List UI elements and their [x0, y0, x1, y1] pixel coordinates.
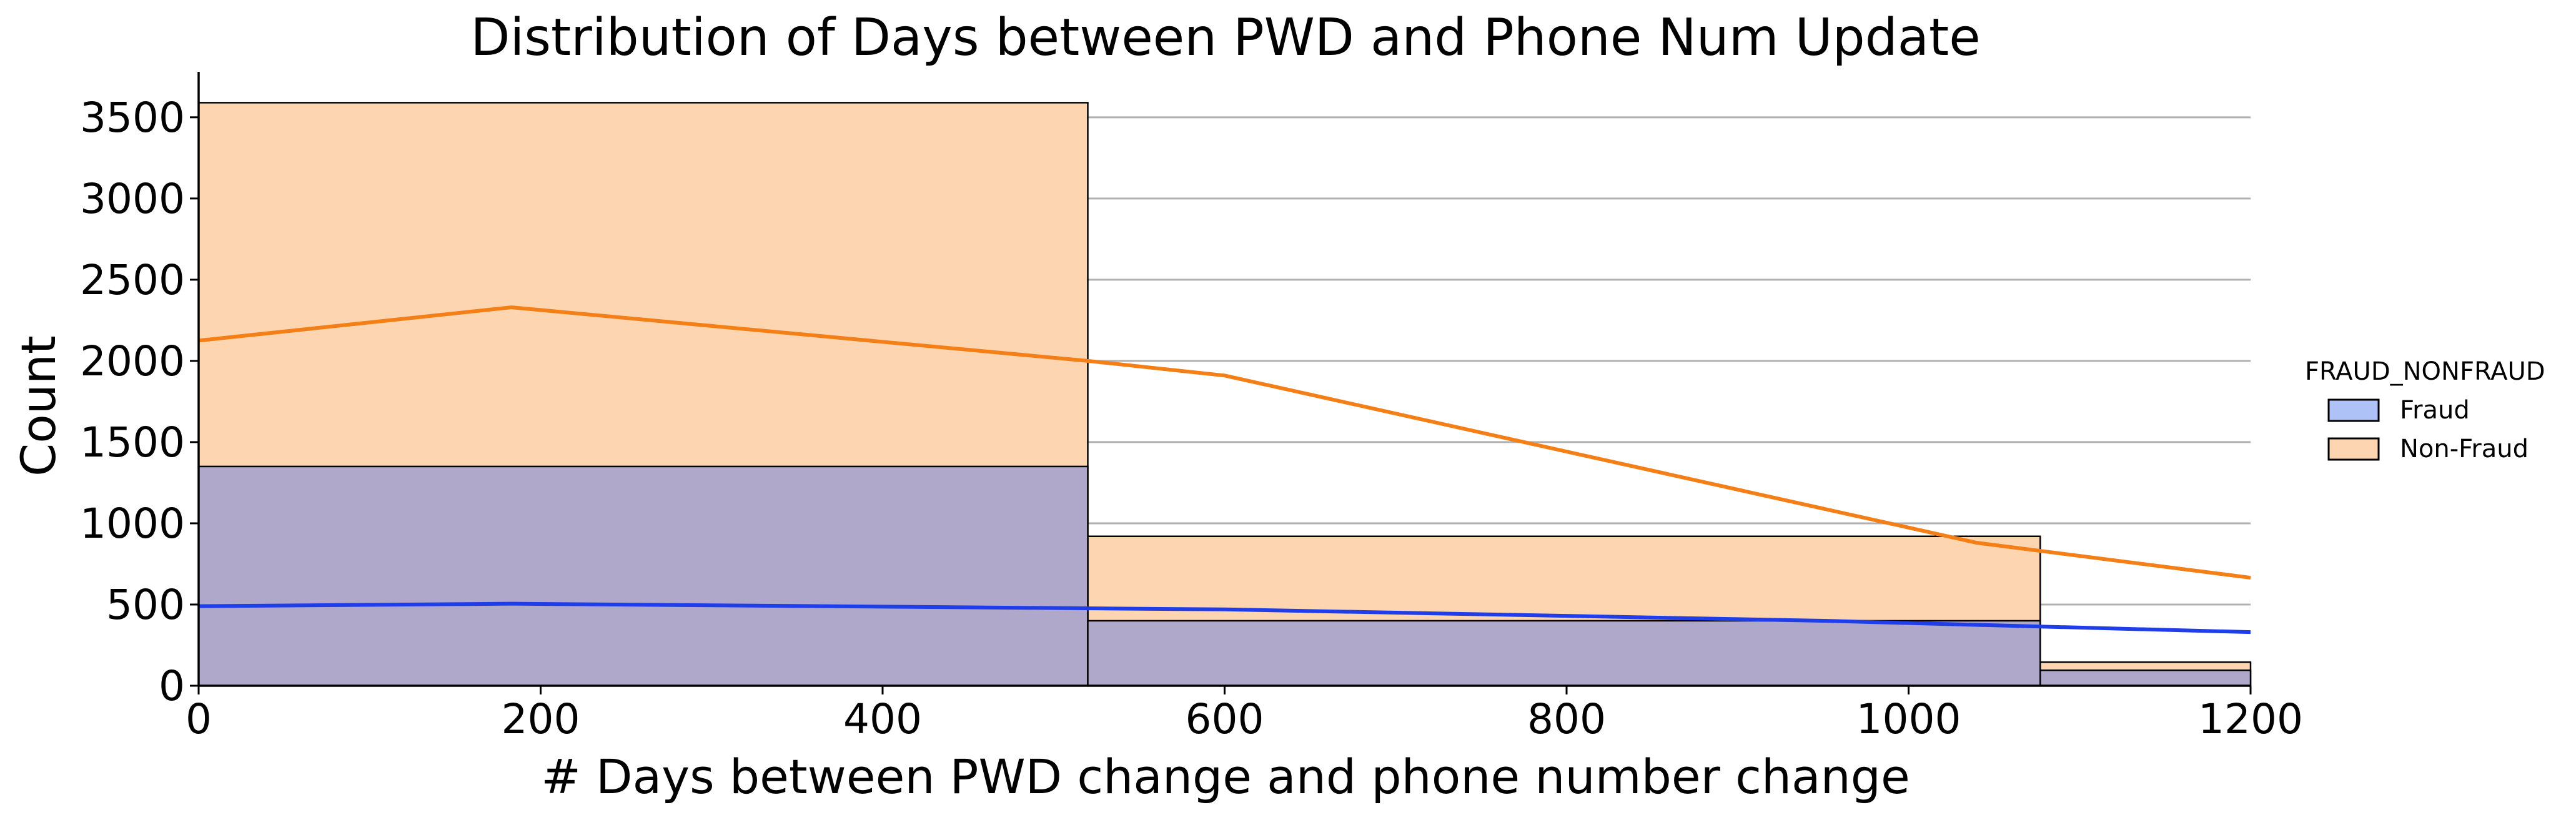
kde-lines	[198, 305, 2251, 635]
y-tick-label: 3500	[80, 94, 185, 142]
y-tick-label: 2500	[80, 256, 185, 304]
y-tick-label: 0	[159, 662, 185, 710]
legend-title: FRAUD_NONFRAUD	[2305, 357, 2545, 386]
bar-fraud	[1087, 620, 2041, 687]
bar-fraud	[197, 465, 1089, 687]
legend-label-fraud: Fraud	[2400, 396, 2470, 425]
x-tick-label: 1000	[1856, 695, 1961, 743]
legend-swatch-nonfraud	[2327, 437, 2380, 461]
x-tick-label: 400	[843, 695, 922, 743]
y-tick-label: 2000	[80, 337, 185, 385]
chart-title: Distribution of Days between PWD and Pho…	[470, 8, 1980, 67]
histogram-bars	[197, 102, 2252, 687]
legend-label-nonfraud: Non-Fraud	[2400, 435, 2529, 463]
kde-line-fraud	[198, 601, 2251, 635]
kde-line-non-fraud	[198, 305, 2251, 580]
y-axis-label: Count	[11, 335, 66, 477]
bar-fraud	[2039, 669, 2252, 687]
y-tick-label: 3000	[80, 175, 185, 223]
x-axis-label: # Days between PWD change and phone numb…	[541, 749, 1910, 804]
x-tick-label: 200	[502, 695, 580, 743]
y-ticks: 0 500 1000 1500 2000 2500 3000 3500	[80, 94, 199, 710]
legend: FRAUD_NONFRAUD Fraud Non-Fraud	[2305, 357, 2545, 463]
x-tick-label: 800	[1527, 695, 1606, 743]
y-tick-label: 1500	[80, 418, 185, 467]
x-tick-label: 1200	[2198, 695, 2303, 743]
x-tick-label: 0	[186, 695, 212, 743]
y-tick-label: 1000	[80, 500, 185, 548]
x-tick-label: 600	[1186, 695, 1264, 743]
x-ticks: 0 200 400 600 800 1000 1200	[186, 686, 2303, 743]
legend-swatch-fraud	[2327, 398, 2380, 422]
y-tick-label: 500	[106, 581, 185, 629]
